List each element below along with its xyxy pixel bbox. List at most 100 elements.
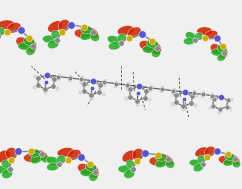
Point (114, 80, 118, 83)
Point (183, 91, 187, 94)
Ellipse shape (56, 155, 66, 163)
Point (219, 95, 223, 98)
Ellipse shape (147, 39, 158, 48)
Point (156, 153, 160, 156)
Point (89, 94, 93, 97)
Ellipse shape (0, 166, 9, 174)
Ellipse shape (42, 35, 57, 43)
Point (172, 87, 175, 90)
Ellipse shape (204, 146, 215, 157)
Point (31, 45, 35, 48)
Ellipse shape (223, 158, 235, 166)
Point (57, 163, 61, 166)
Point (149, 84, 152, 88)
Point (82, 89, 86, 92)
Point (79, 155, 83, 158)
Point (136, 92, 140, 95)
Ellipse shape (67, 149, 81, 160)
Ellipse shape (16, 37, 29, 48)
Point (174, 94, 178, 97)
Point (98, 83, 102, 86)
Ellipse shape (155, 153, 167, 161)
Ellipse shape (194, 33, 203, 40)
Ellipse shape (89, 173, 98, 181)
Ellipse shape (117, 26, 134, 35)
Ellipse shape (204, 30, 218, 39)
Point (191, 94, 195, 97)
Point (66, 158, 70, 161)
Point (82, 26, 86, 29)
Point (124, 96, 128, 99)
Point (218, 108, 221, 111)
Point (43, 91, 47, 94)
Ellipse shape (18, 42, 32, 50)
Ellipse shape (118, 165, 132, 173)
Ellipse shape (84, 27, 98, 38)
Ellipse shape (24, 153, 39, 162)
Ellipse shape (48, 21, 62, 32)
Point (125, 85, 129, 88)
Point (32, 85, 36, 88)
Ellipse shape (124, 170, 135, 178)
Ellipse shape (48, 40, 59, 49)
Point (83, 82, 86, 85)
Point (229, 98, 233, 101)
Ellipse shape (74, 29, 90, 38)
Point (55, 87, 59, 90)
Ellipse shape (224, 153, 235, 160)
Ellipse shape (80, 31, 93, 40)
Point (89, 97, 93, 100)
Point (181, 105, 185, 108)
Ellipse shape (24, 37, 35, 46)
Ellipse shape (58, 19, 70, 32)
Ellipse shape (210, 44, 222, 54)
Point (126, 82, 129, 85)
Point (208, 105, 212, 108)
Ellipse shape (142, 45, 157, 53)
Point (27, 37, 31, 40)
Ellipse shape (57, 148, 74, 157)
Point (166, 158, 170, 161)
Ellipse shape (78, 163, 91, 174)
Point (30, 150, 33, 153)
Point (226, 99, 229, 102)
Point (125, 84, 129, 87)
Point (56, 75, 60, 78)
Point (129, 88, 132, 91)
Point (9, 159, 13, 162)
Ellipse shape (0, 150, 10, 163)
Ellipse shape (155, 158, 168, 168)
Point (148, 86, 152, 89)
Point (52, 85, 55, 88)
Point (6, 31, 9, 34)
Ellipse shape (185, 32, 197, 41)
Point (119, 42, 123, 45)
Point (127, 36, 131, 39)
Point (44, 80, 48, 83)
Point (155, 46, 159, 50)
Point (148, 88, 152, 91)
Point (135, 102, 139, 105)
Point (102, 83, 106, 86)
Point (68, 76, 72, 79)
Point (102, 81, 106, 84)
Ellipse shape (2, 169, 13, 179)
Point (159, 90, 163, 93)
Point (171, 91, 175, 94)
Point (226, 153, 230, 156)
Ellipse shape (46, 156, 60, 166)
Point (190, 95, 194, 98)
Ellipse shape (47, 163, 59, 171)
Point (114, 82, 118, 85)
Point (144, 89, 148, 92)
Ellipse shape (165, 160, 175, 168)
Point (194, 93, 198, 96)
Point (144, 96, 147, 99)
Point (98, 91, 101, 94)
Point (89, 163, 92, 166)
Ellipse shape (149, 157, 165, 166)
Point (160, 88, 164, 91)
Point (128, 95, 132, 98)
Point (36, 84, 40, 87)
Point (210, 92, 214, 95)
